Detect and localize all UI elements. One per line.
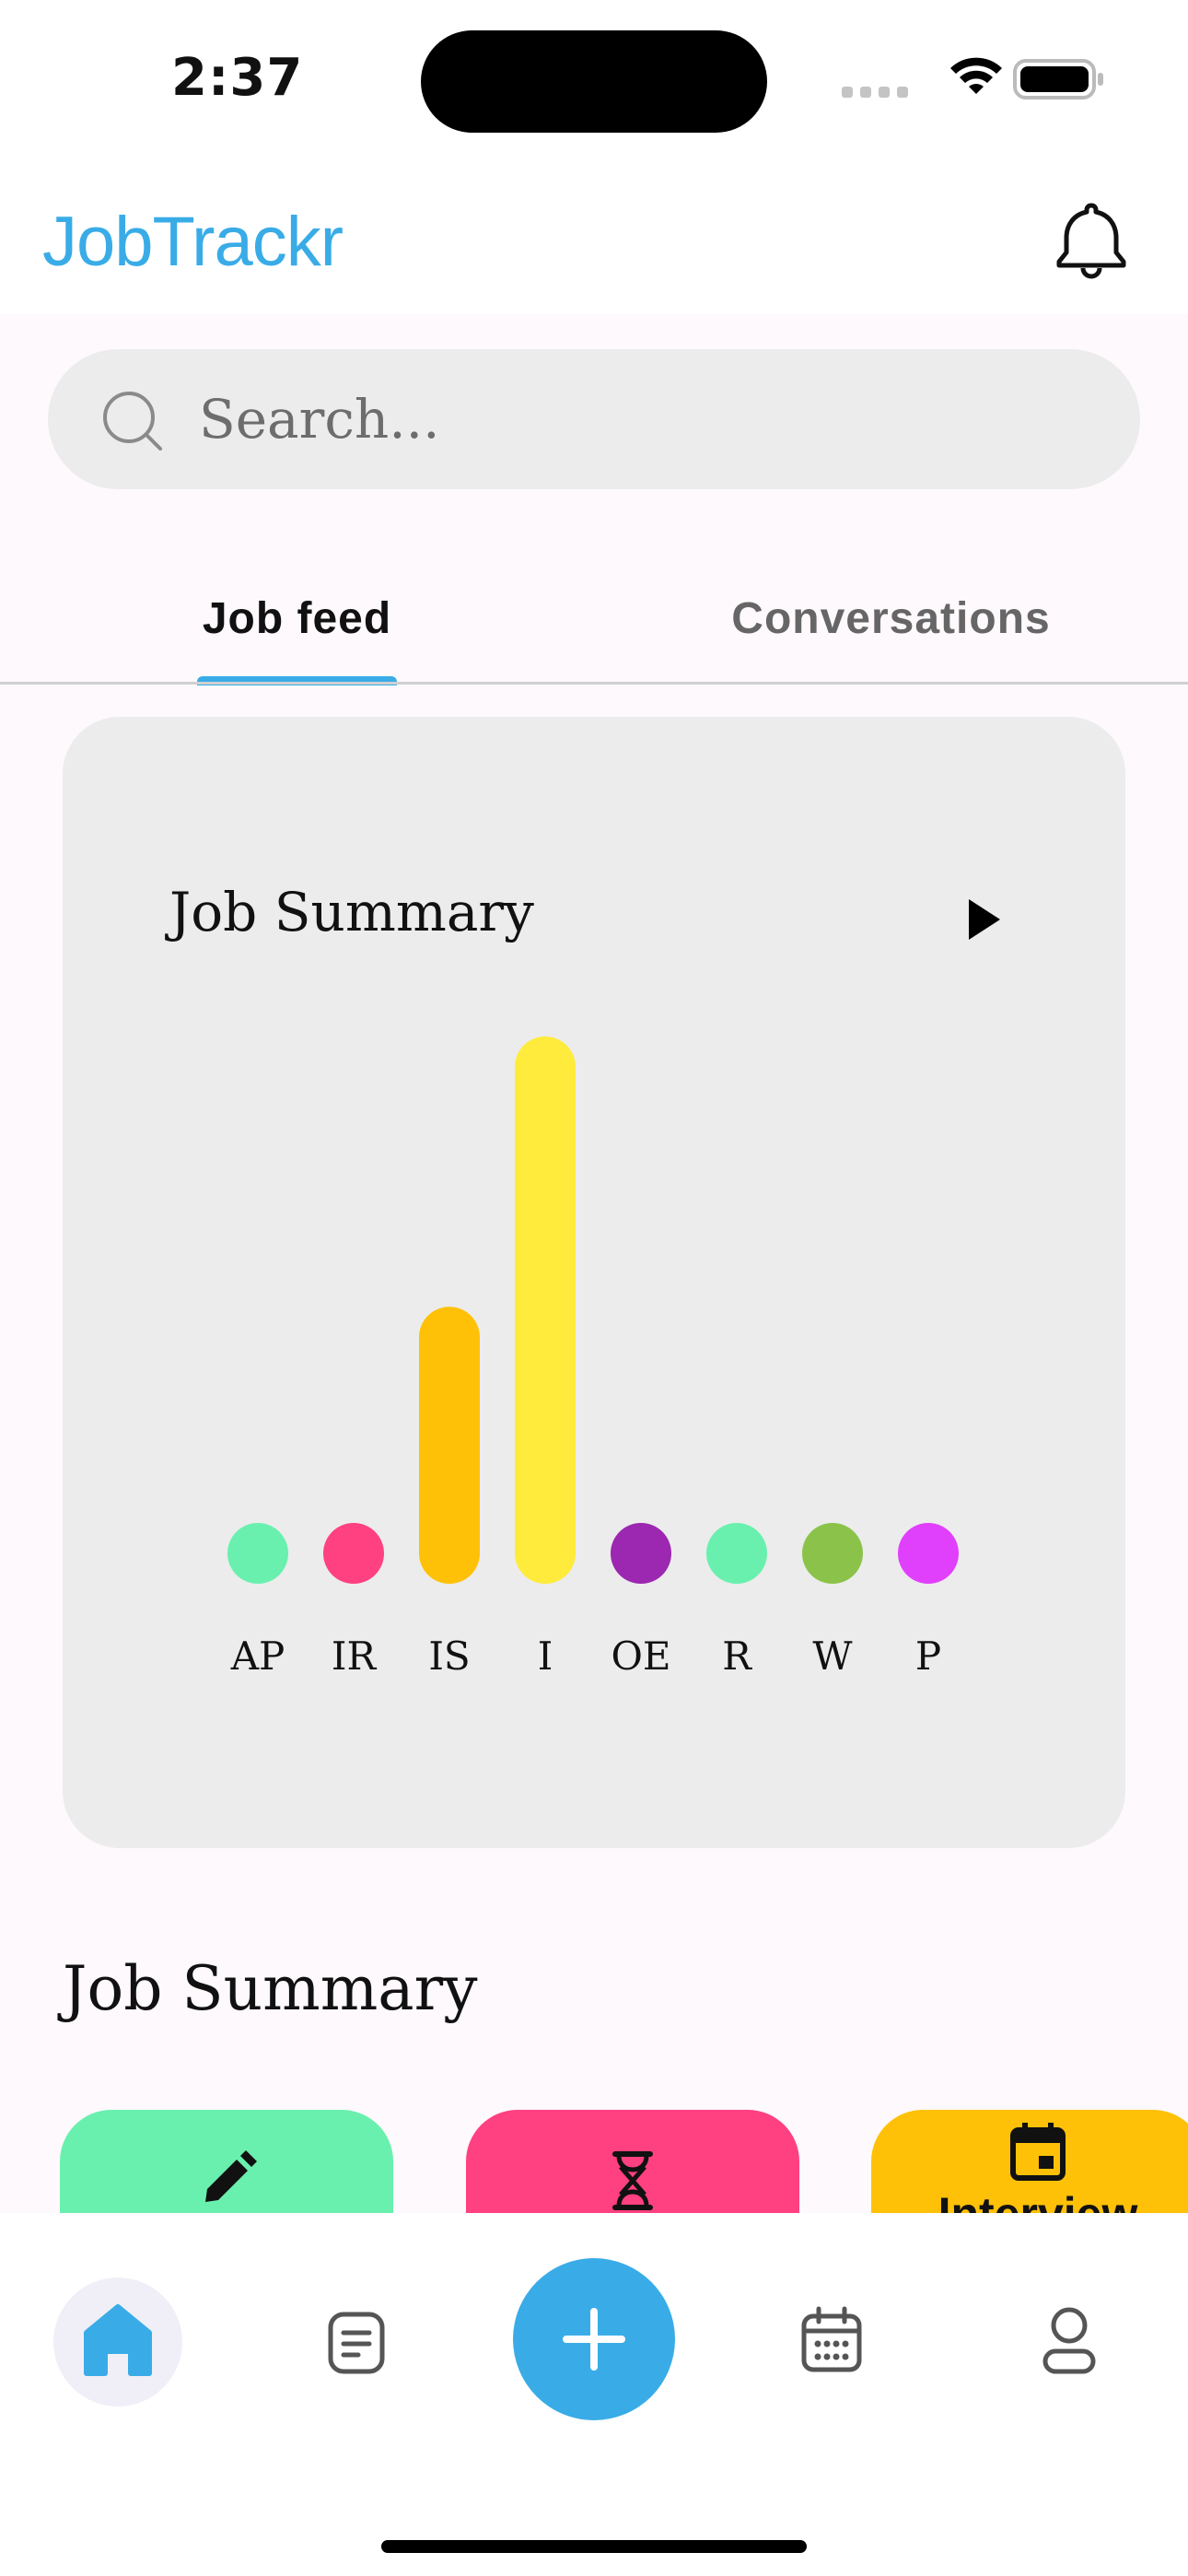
chart-bar-ap (227, 1523, 288, 1584)
chart-tick-label: IS (428, 1633, 470, 1679)
search-input[interactable] (199, 349, 1101, 489)
plus-icon (563, 2308, 625, 2371)
chart-bar-oe (611, 1523, 671, 1584)
home-indicator (381, 2540, 807, 2553)
chart-bar-i (515, 1036, 576, 1584)
chart-tick-label: IR (332, 1633, 378, 1679)
chart-tick-label: P (915, 1633, 941, 1679)
job-summary-chart-card: Job Summary AP IR IS I OE R W P (63, 717, 1125, 1848)
chart-tick-label: R (722, 1633, 752, 1679)
chart-bar-is (419, 1306, 480, 1584)
chart-bar-p (898, 1523, 959, 1584)
chart-card-title: Job Summary (169, 881, 534, 943)
search-icon (103, 392, 162, 451)
chart-bar-w (802, 1523, 863, 1584)
document-icon[interactable] (292, 2277, 421, 2406)
tabs-divider (0, 682, 1188, 685)
chart-tick-label: AP (230, 1633, 285, 1679)
chart-tick-label: I (538, 1633, 553, 1679)
tab-conversations[interactable]: Conversations (731, 594, 1051, 643)
status-bar: 2:37 (0, 0, 1188, 161)
calendar-icon[interactable] (767, 2277, 896, 2406)
dynamic-island (421, 30, 767, 133)
search-bar[interactable] (48, 349, 1140, 489)
app-logo[interactable]: JobTrackr (42, 203, 344, 281)
status-icons (842, 57, 1103, 100)
calendar-icon (1010, 2123, 1066, 2181)
battery-icon (1013, 59, 1103, 100)
profile-icon[interactable] (1005, 2277, 1134, 2406)
chart-bar-r (706, 1523, 767, 1584)
section-title: Job Summary (63, 1953, 478, 2024)
summary-card-interview[interactable]: Interview (871, 2110, 1188, 2213)
bottom-navigation (0, 2213, 1188, 2576)
wifi-icon (950, 57, 1002, 94)
summary-card-label: Interview (871, 2187, 1188, 2213)
pencil-icon (205, 2150, 257, 2202)
chart-tick-label: OE (611, 1633, 670, 1679)
summary-card-pending[interactable] (466, 2110, 799, 2213)
hourglass-icon (612, 2151, 653, 2210)
add-job-button[interactable] (513, 2258, 675, 2420)
app-header: JobTrackr (0, 161, 1188, 314)
tab-bar: Job feed Conversations (0, 571, 1188, 685)
cellular-signal-icon (842, 87, 908, 98)
home-icon[interactable] (53, 2277, 182, 2406)
tab-job-feed[interactable]: Job feed (202, 594, 392, 643)
notifications-bell-icon[interactable] (1050, 198, 1133, 281)
play-icon[interactable] (956, 890, 1011, 949)
summary-cards-strip: Interview (0, 2110, 1188, 2213)
job-summary-bar-chart: AP IR IS I OE R W P (227, 1036, 959, 1679)
chart-bar-ir (323, 1523, 384, 1584)
status-time: 2:37 (171, 48, 304, 108)
active-tab-indicator (197, 676, 397, 685)
chart-tick-label: W (812, 1633, 853, 1679)
summary-card-edit[interactable] (60, 2110, 393, 2213)
